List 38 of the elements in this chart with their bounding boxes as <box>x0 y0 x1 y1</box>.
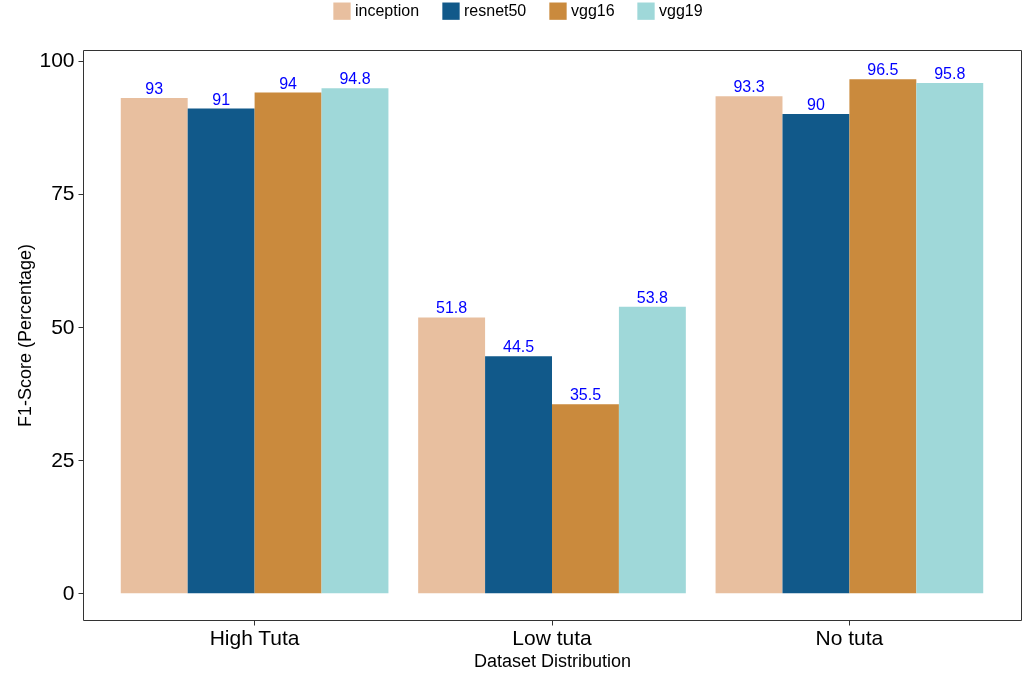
y-axis-title: F1-Score (Percentage) <box>15 243 36 428</box>
y-tick-label: 25 <box>51 447 75 471</box>
bar <box>618 306 686 594</box>
bar <box>254 92 322 594</box>
y-tick-label: 100 <box>39 48 75 72</box>
bar <box>782 113 850 594</box>
data-label: 94.8 <box>339 70 371 88</box>
bar <box>120 97 188 594</box>
data-label: 94 <box>279 74 298 92</box>
bar <box>418 317 486 594</box>
bar <box>321 88 389 594</box>
data-label: 96.5 <box>867 61 899 79</box>
bar <box>552 404 619 594</box>
x-tick-label: No tuta <box>815 625 884 649</box>
y-tick-label: 50 <box>51 314 75 338</box>
legend-label: vgg19 <box>659 2 703 20</box>
x-tick-label: High Tuta <box>209 625 300 649</box>
legend-label: inception <box>355 2 420 20</box>
data-label: 44.5 <box>502 338 535 356</box>
bar <box>916 83 984 594</box>
data-label: 90 <box>807 95 825 113</box>
bar <box>187 108 255 594</box>
data-label: 53.8 <box>636 288 669 306</box>
data-label: 93 <box>145 79 164 97</box>
x-axis-title: Dataset Distribution <box>473 650 632 671</box>
y-tick-label: 75 <box>51 181 75 205</box>
legend-label: vgg16 <box>571 2 615 20</box>
data-label: 51.8 <box>436 299 468 317</box>
data-label: 95.8 <box>934 65 966 83</box>
bar <box>849 79 917 594</box>
legend-label: resnet50 <box>464 2 527 20</box>
y-tick-label: 0 <box>62 580 75 604</box>
data-label: 93.3 <box>733 78 765 96</box>
bar <box>715 96 783 594</box>
data-label: 91 <box>212 90 231 108</box>
data-label: 35.5 <box>569 386 602 404</box>
x-tick-label: Low tuta <box>512 625 593 649</box>
bar <box>485 356 552 594</box>
